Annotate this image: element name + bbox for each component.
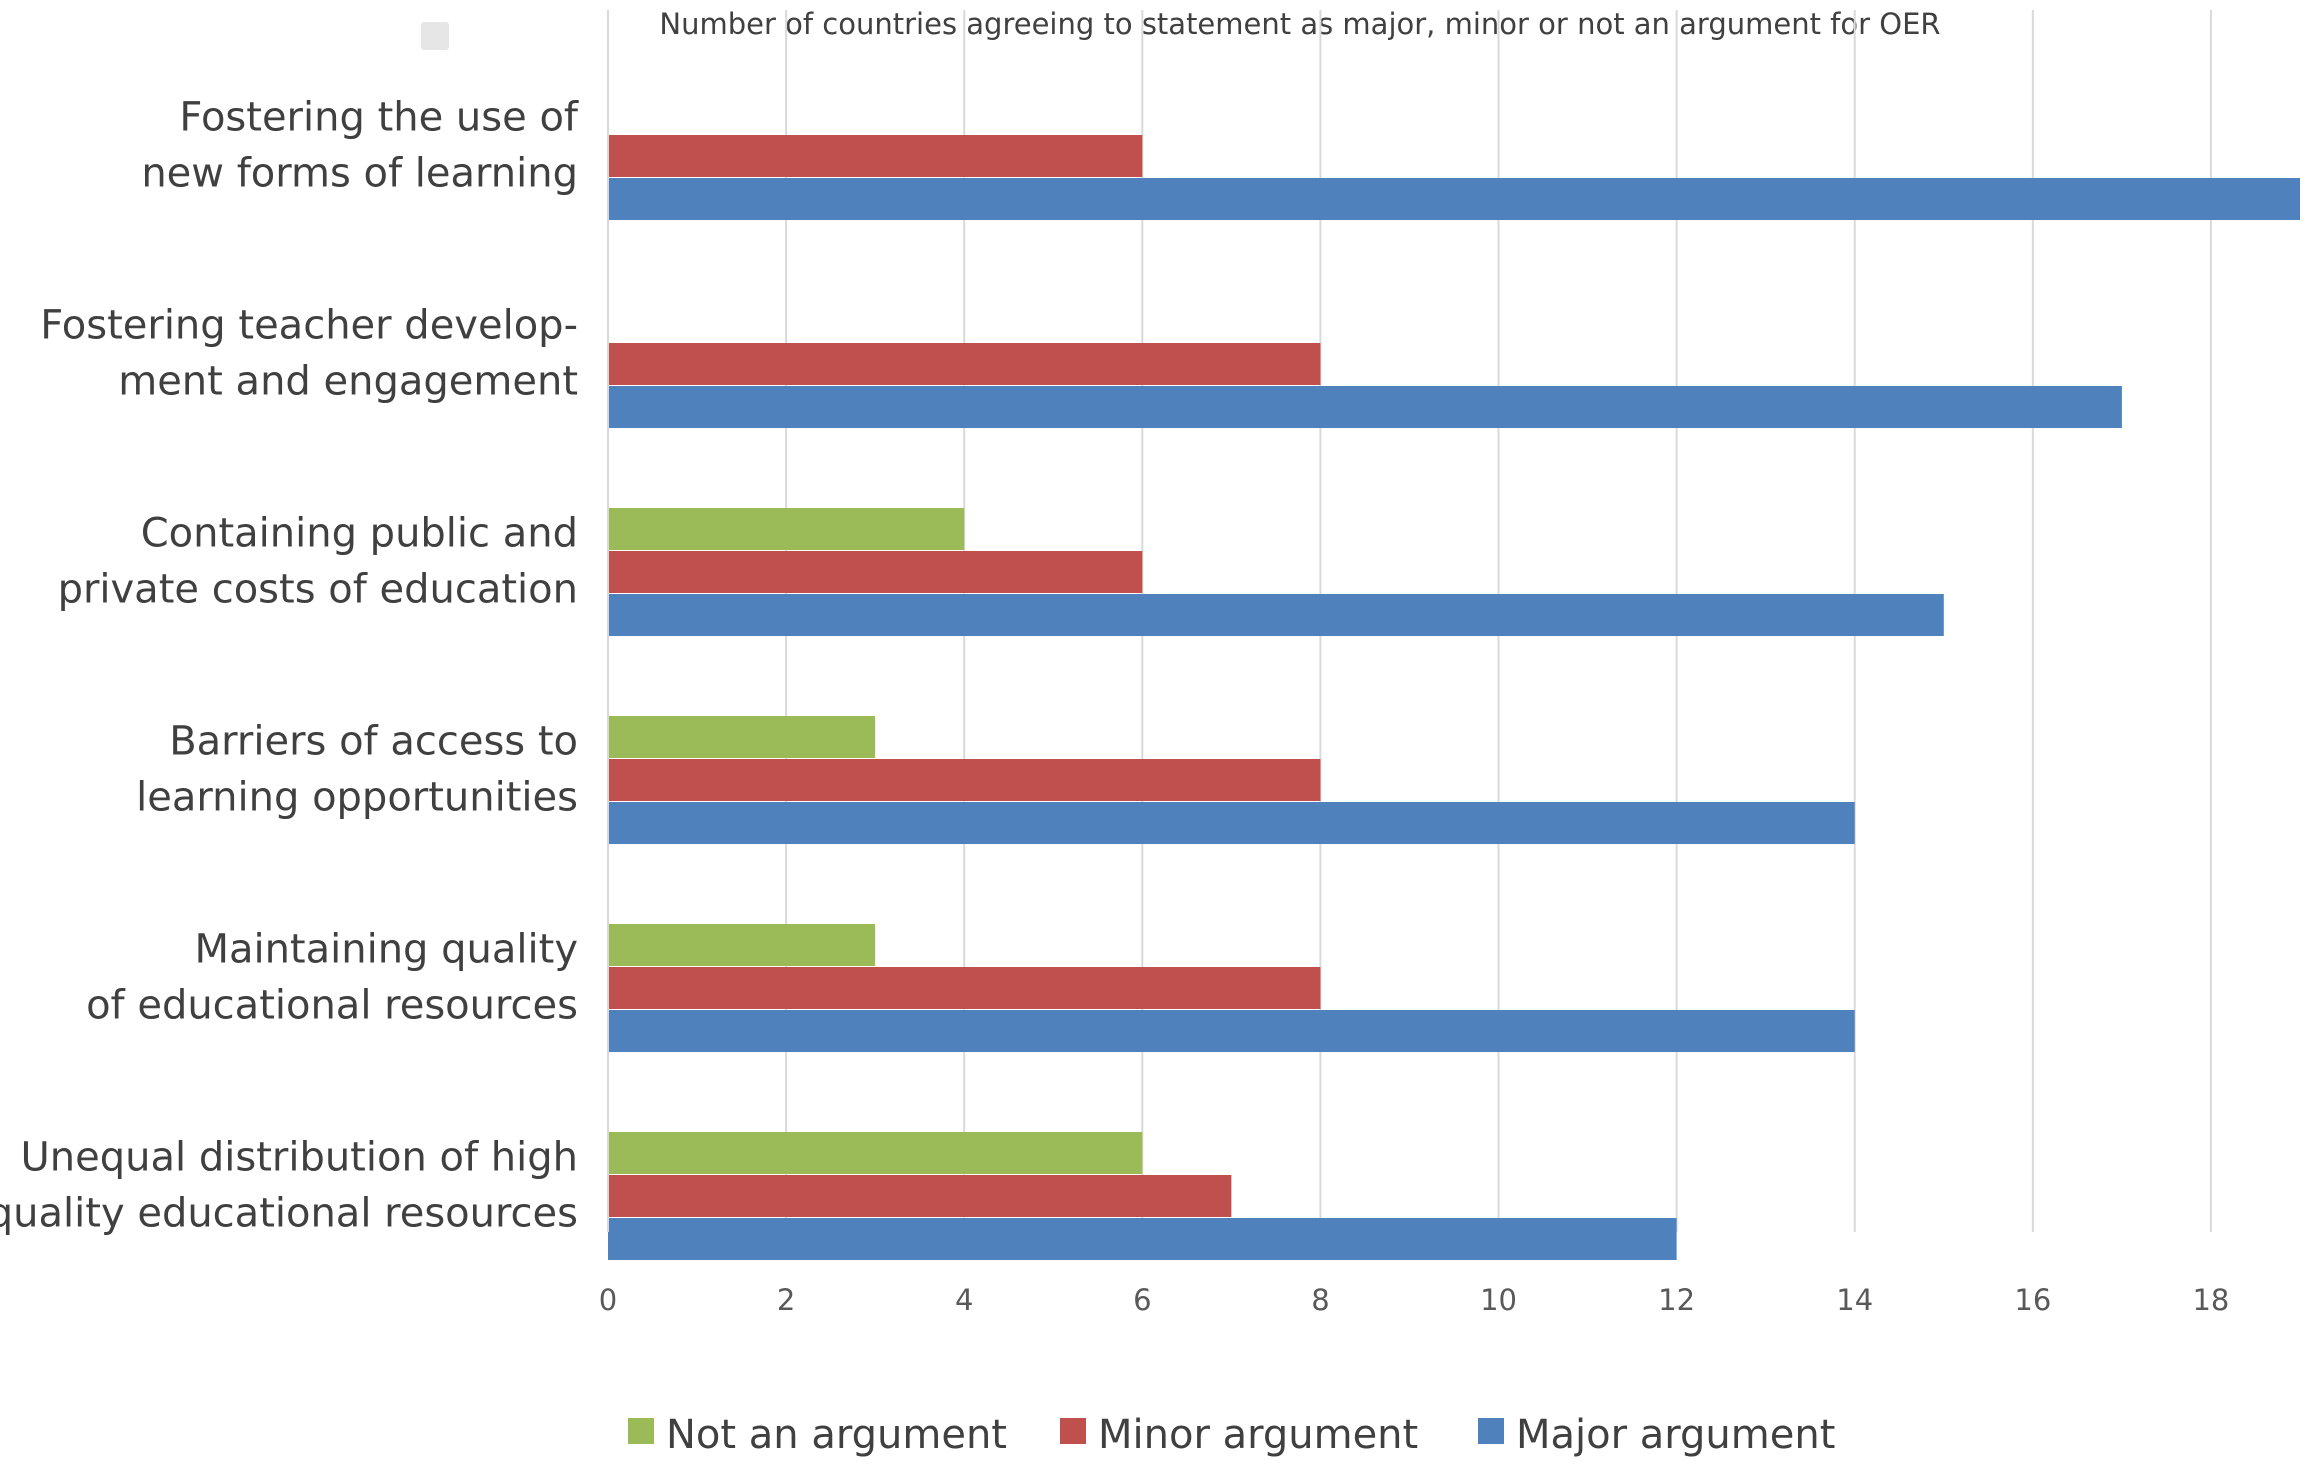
bar-minor-argument	[608, 343, 1321, 385]
x-tick-label: 10	[1480, 1283, 1517, 1317]
x-tick-label: 14	[1836, 1283, 1873, 1317]
bar-not-an-argument	[608, 1132, 1143, 1174]
category-label: new forms of learning	[141, 151, 578, 197]
legend-swatch	[1060, 1418, 1086, 1444]
chart-handle-icon	[421, 22, 449, 50]
category-label: quality educational resources	[0, 1191, 578, 1237]
category-label: Unequal distribution of high	[21, 1135, 578, 1181]
bar-major-argument	[608, 594, 1944, 636]
bar-minor-argument	[608, 135, 1143, 177]
category-label: Barriers of access to	[169, 719, 578, 765]
bar-major-argument	[608, 1218, 1677, 1260]
x-tick-label: 12	[1658, 1283, 1695, 1317]
bar-minor-argument	[608, 967, 1321, 1009]
x-tick-label: 6	[1133, 1283, 1151, 1317]
bar-major-argument	[608, 1010, 1855, 1052]
x-tick-label: 16	[2014, 1283, 2051, 1317]
category-label: Fostering teacher develop-	[40, 303, 578, 349]
bar-major-argument	[608, 178, 2300, 220]
x-tick-label: 4	[955, 1283, 973, 1317]
bar-minor-argument	[608, 1175, 1232, 1217]
x-axis-ticks: 0 2 4 6 8 10 12 14 16 18	[599, 1283, 2230, 1317]
category-labels: Fostering the use of new forms of learnin…	[0, 95, 579, 1237]
bars	[607, 10, 2300, 1260]
category-label: Containing public and	[141, 511, 578, 557]
bar-minor-argument	[608, 759, 1321, 801]
bar-not-an-argument	[608, 716, 876, 758]
legend-label: Minor argument	[1098, 1412, 1418, 1458]
category-label: ment and engagement	[118, 359, 578, 405]
bar-not-an-argument	[608, 508, 965, 550]
x-tick-label: 8	[1311, 1283, 1329, 1317]
bar-minor-argument	[608, 551, 1143, 593]
category-label: of educational resources	[86, 983, 578, 1029]
category-label: learning opportunities	[136, 775, 578, 821]
category-label: Fostering the use of	[179, 95, 579, 141]
bar-not-an-argument	[608, 924, 876, 966]
legend-label: Not an argument	[666, 1412, 1007, 1458]
x-tick-label: 0	[599, 1283, 617, 1317]
x-tick-label: 18	[2192, 1283, 2229, 1317]
x-tick-label: 2	[777, 1283, 795, 1317]
bar-major-argument	[608, 802, 1855, 844]
legend-swatch	[1478, 1418, 1504, 1444]
legend: Not an argument Minor argument Major argum…	[628, 1412, 1835, 1458]
legend-swatch	[628, 1418, 654, 1444]
bar-major-argument	[608, 386, 2122, 428]
category-label: private costs of education	[58, 567, 578, 613]
legend-label: Major argument	[1516, 1412, 1835, 1458]
chart-subtitle: Number of countries agreeing to statemen…	[659, 7, 1940, 41]
category-label: Maintaining quality	[194, 927, 578, 973]
